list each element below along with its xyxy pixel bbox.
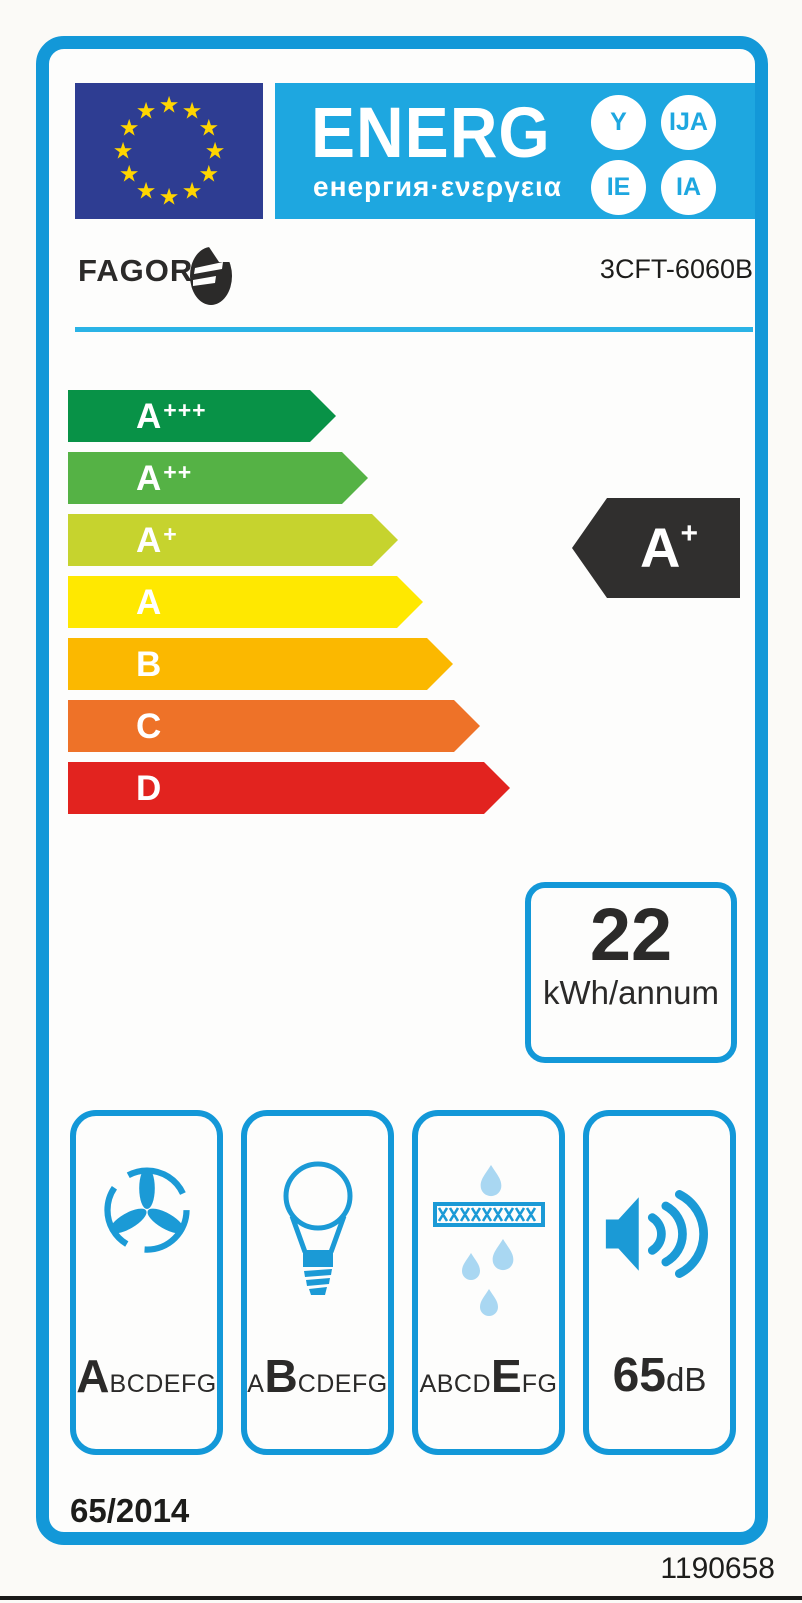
rating-scale-arrow-a-plus-plus-plus: A +++	[68, 390, 336, 442]
grease-filter-icon	[418, 1156, 559, 1326]
noise-level-box: 65dB	[583, 1110, 736, 1455]
lighting-efficiency-box: ABCDEFG	[241, 1110, 394, 1455]
rating-scale-label: A	[136, 582, 162, 622]
fan-icon	[76, 1156, 217, 1260]
rating-scale-arrow-d: D	[68, 762, 510, 814]
eu-star-icon: ★	[118, 160, 140, 187]
grease-filtering-box: ABCDEFG	[412, 1110, 565, 1455]
header-separator	[75, 327, 753, 332]
energ-ending-circle-y: Y	[591, 95, 646, 150]
energ-logo-text: ENERG	[311, 92, 551, 172]
eu-star-icon: ★	[158, 183, 180, 210]
fan-efficiency-box: ABCDEFG	[70, 1110, 223, 1455]
product-rating-arrow: A +	[572, 498, 740, 598]
eu-star-icon: ★	[112, 137, 134, 164]
eu-star-icon: ★	[135, 177, 157, 204]
lighting-efficiency-grade: ABCDEFG	[247, 1350, 388, 1402]
rating-scale-label: B	[136, 644, 162, 684]
eu-star-icon: ★	[198, 160, 220, 187]
rating-scale-arrow-a: A	[68, 576, 423, 628]
energ-logo-banner: ENERG енергия·ενεργεια Y IJA IE IA	[275, 83, 755, 219]
brand-name: FAGOR	[78, 253, 194, 288]
rating-scale-label: D	[136, 768, 162, 808]
annual-energy-value: 22	[589, 893, 673, 976]
eu-star-icon: ★	[204, 137, 226, 164]
eu-star-icon: ★	[181, 177, 203, 204]
rating-scale-arrow-b: B	[68, 638, 453, 690]
noise-level-value: 65dB	[612, 1349, 707, 1402]
grease-filtering-grade: ABCDEFG	[419, 1350, 558, 1402]
page-bottom-rule	[0, 1596, 802, 1600]
rating-scale-arrow-a-plus-plus: A ++	[68, 452, 368, 504]
speaker-icon	[589, 1176, 730, 1292]
document-number: 1190658	[660, 1552, 775, 1585]
annual-energy-box: 22 kWh/annum	[525, 882, 737, 1063]
product-rating-class: A	[640, 516, 681, 579]
regulation-number: 65/2014	[70, 1492, 190, 1529]
eu-star-icon: ★	[181, 97, 203, 124]
fan-efficiency-grade: ABCDEFG	[76, 1350, 217, 1402]
rating-scale-label: A	[136, 396, 162, 436]
rating-scale-label: A	[136, 458, 162, 498]
energ-logo-subtext: енергия·ενεργεια	[313, 171, 563, 202]
eu-star-icon: ★	[118, 114, 140, 141]
rating-scale-label: C	[136, 706, 162, 746]
energ-ending-circle-ija: IJA	[661, 95, 716, 150]
energ-ending-circle-ia: IA	[661, 160, 716, 215]
model-number: 3CFT-6060B	[599, 254, 753, 284]
annual-energy-unit: kWh/annum	[542, 974, 720, 1011]
rating-scale-label: A	[136, 520, 162, 560]
eu-star-icon: ★	[135, 97, 157, 124]
eu-star-icon: ★	[198, 114, 220, 141]
fagor-logo-icon	[189, 246, 233, 311]
rating-scale-arrow-a-plus: A +	[68, 514, 398, 566]
energ-ending-circle-ie: IE	[591, 160, 646, 215]
eu-star-icon: ★	[158, 91, 180, 118]
eu-flag: ★ ★ ★ ★ ★ ★ ★ ★ ★ ★ ★ ★	[75, 83, 263, 219]
rating-scale-arrow-c: C	[68, 700, 480, 752]
bulb-icon	[247, 1156, 388, 1304]
